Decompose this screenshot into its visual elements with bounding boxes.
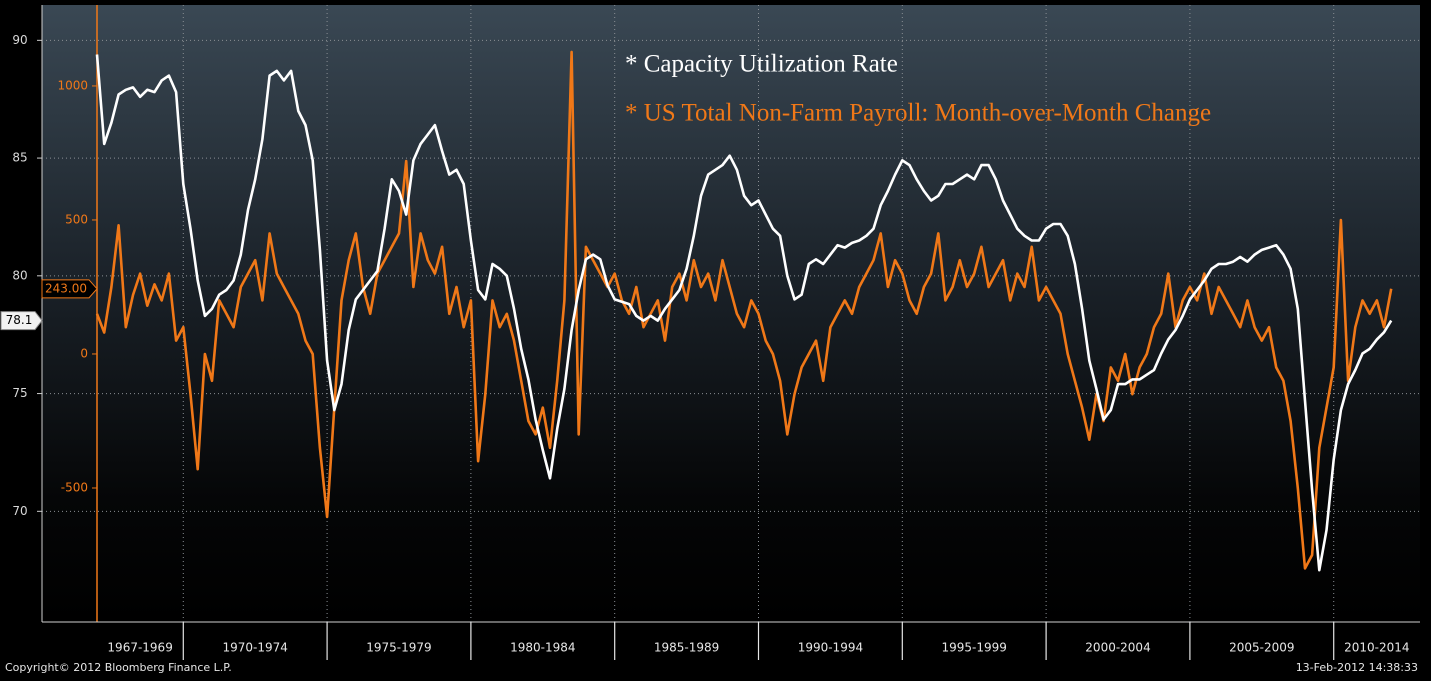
x-band-label: 1970-1974 xyxy=(222,641,287,655)
x-band-label: 2000-2004 xyxy=(1085,641,1150,655)
legend-entry: * US Total Non-Farm Payroll: Month-over-… xyxy=(625,100,1211,127)
y2-tick-label: 1000 xyxy=(57,78,88,92)
x-band-label: 1990-1994 xyxy=(798,641,863,655)
y-tick-label: 80 xyxy=(12,268,27,282)
x-band-label: 2010-2014 xyxy=(1344,641,1409,655)
x-band-label: 1975-1979 xyxy=(366,641,431,655)
x-band-label: 1967-1969 xyxy=(107,641,172,655)
y-tick-label: 90 xyxy=(12,33,27,47)
copyright: Copyright© 2012 Bloomberg Finance L.P. xyxy=(5,661,232,674)
y-tick-label: 75 xyxy=(12,386,27,400)
current-value-marker xyxy=(41,279,98,299)
legend-entry: * Capacity Utilization Rate xyxy=(625,51,898,78)
y2-tick-label: 500 xyxy=(65,212,88,226)
y-tick-label: 70 xyxy=(12,504,27,518)
plot-area xyxy=(42,5,1420,622)
timestamp: 13-Feb-2012 14:38:33 xyxy=(1296,661,1418,674)
current-value-label: 243.00 xyxy=(45,281,87,295)
current-value-label: 78.1 xyxy=(6,313,33,327)
x-band-label: 1995-1999 xyxy=(941,641,1006,655)
y2-tick-label: 0 xyxy=(80,346,88,360)
series-line xyxy=(95,54,1393,572)
y-tick-label: 85 xyxy=(12,151,27,165)
x-band-label: 2005-2009 xyxy=(1229,641,1294,655)
y2-tick-label: -500 xyxy=(61,480,88,494)
x-band-label: 1980-1984 xyxy=(510,641,575,655)
x-band-label: 1985-1989 xyxy=(654,641,719,655)
current-value-marker xyxy=(0,311,43,331)
